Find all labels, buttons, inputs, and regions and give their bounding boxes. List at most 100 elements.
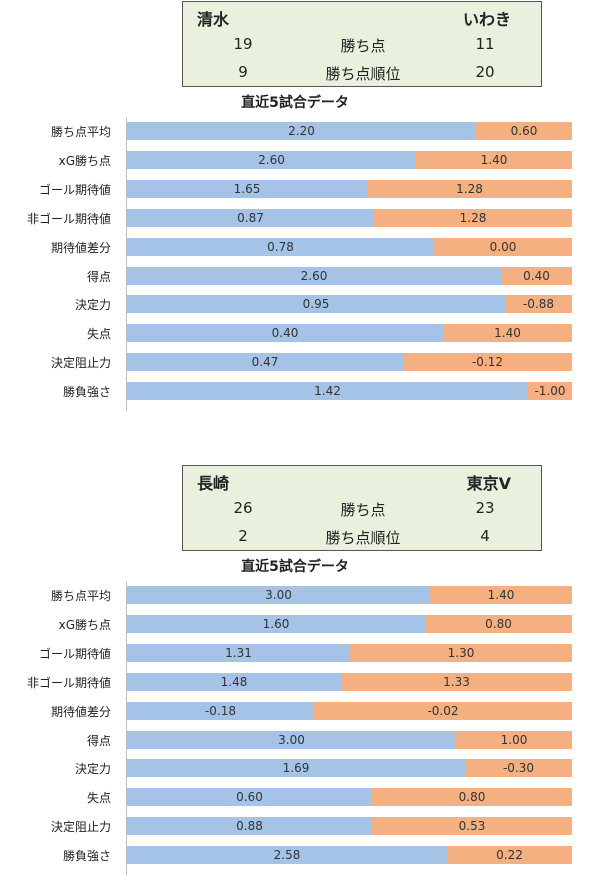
home-bar <box>127 701 314 720</box>
away-team-name: 東京V <box>466 474 511 493</box>
away-bar <box>372 788 572 807</box>
away-summary-value: 20 <box>475 63 495 81</box>
category-label: 得点 <box>86 269 111 284</box>
away-value-label: 1.30 <box>447 645 475 660</box>
away-value-label: 0.00 <box>489 239 517 254</box>
category-axis <box>126 118 127 411</box>
category-label: ゴール期待値 <box>38 646 111 661</box>
home-summary-value: 2 <box>238 527 248 545</box>
away-bar <box>447 846 572 865</box>
away-value-label: 1.00 <box>500 732 528 747</box>
away-value-label: -0.02 <box>427 703 459 718</box>
home-bar <box>127 237 434 256</box>
home-team-name: 長崎 <box>197 474 230 493</box>
category-label: xG勝ち点 <box>58 153 111 168</box>
chart-title: 直近5試合データ <box>241 559 349 575</box>
away-value-label: 0.22 <box>496 848 523 863</box>
home-value-label: 2.20 <box>288 124 315 138</box>
home-summary-value: 26 <box>233 499 253 517</box>
category-label: 決定阻止力 <box>50 356 111 371</box>
home-bar <box>127 672 341 691</box>
category-label: 勝ち点平均 <box>50 589 111 603</box>
home-value-label: 2.60 <box>258 152 285 167</box>
away-bar <box>501 266 572 285</box>
home-bar <box>127 643 350 662</box>
category-label: 期待値差分 <box>50 240 111 255</box>
category-label: 決定力 <box>74 762 111 777</box>
home-value-label: 0.78 <box>267 239 294 254</box>
home-bar <box>127 295 505 314</box>
away-bar <box>367 179 572 198</box>
home-bar <box>127 788 372 807</box>
home-value-label: 0.87 <box>237 210 264 225</box>
home-bar <box>127 759 465 778</box>
away-bar <box>465 759 572 778</box>
summary-label: 勝ち点順位 <box>325 529 401 547</box>
scoreboard: 清水 いわき 19 勝ち点 11 9 勝ち点順位 20 <box>182 1 542 87</box>
home-value-label: 1.31 <box>225 645 252 660</box>
away-value-label: 0.60 <box>510 124 538 138</box>
scoreboard: 長崎 東京V 26 勝ち点 23 2 勝ち点順位 4 <box>182 465 542 551</box>
category-label: xG勝ち点 <box>58 617 111 632</box>
away-value-label: 1.40 <box>487 588 515 602</box>
chart-title: 直近5試合データ <box>241 95 349 111</box>
away-bar <box>425 614 572 633</box>
away-value-label: -0.12 <box>471 355 504 370</box>
away-value-label: -0.88 <box>522 297 555 312</box>
summary-label: 勝ち点 <box>340 501 386 519</box>
away-summary-value: 4 <box>480 527 490 545</box>
home-value-label: 0.40 <box>271 326 299 341</box>
away-team-name: いわき <box>462 10 511 29</box>
category-label: ゴール期待値 <box>38 182 111 197</box>
home-bar <box>127 122 476 140</box>
home-summary-value: 19 <box>233 35 253 53</box>
home-value-label: 1.48 <box>220 674 248 689</box>
category-label: 失点 <box>86 327 111 342</box>
away-bar <box>341 672 572 691</box>
category-label: 決定阻止力 <box>50 820 111 835</box>
away-bar <box>403 353 572 372</box>
home-value-label: 0.60 <box>236 790 263 805</box>
home-bar <box>127 382 528 401</box>
category-label: 非ゴール期待値 <box>26 211 111 226</box>
away-bar <box>372 817 572 836</box>
home-bar <box>127 208 374 227</box>
home-bar <box>127 846 447 865</box>
away-value-label: -1.00 <box>534 384 566 399</box>
home-bar <box>127 150 416 169</box>
category-label: 勝負強さ <box>62 849 111 864</box>
home-value-label: 1.42 <box>314 384 341 399</box>
category-label: 決定力 <box>74 298 111 313</box>
home-bar <box>127 179 367 198</box>
category-label: 期待値差分 <box>50 704 111 719</box>
away-value-label: 0.53 <box>458 819 486 834</box>
home-value-label: 1.65 <box>233 181 261 196</box>
home-value-label: 0.95 <box>302 297 330 312</box>
away-bar <box>528 382 572 401</box>
away-bar <box>416 150 572 169</box>
home-team-name: 清水 <box>197 10 230 29</box>
home-bar <box>127 730 456 749</box>
away-bar <box>476 122 572 140</box>
home-value-label: -0.18 <box>204 703 237 718</box>
home-bar <box>127 614 425 633</box>
away-value-label: 0.80 <box>485 616 512 631</box>
category-label: 勝負強さ <box>62 385 111 400</box>
home-bar <box>127 266 501 285</box>
category-label: 勝ち点平均 <box>50 125 111 139</box>
away-bar <box>456 730 572 749</box>
away-value-label: -0.30 <box>502 761 535 776</box>
home-bar <box>127 324 443 343</box>
away-summary-value: 11 <box>475 35 495 53</box>
summary-label: 勝ち点順位 <box>325 65 401 83</box>
home-value-label: 2.58 <box>273 848 301 863</box>
home-bar <box>127 817 372 836</box>
category-label: 非ゴール期待値 <box>26 675 111 690</box>
away-bar <box>374 208 572 227</box>
away-value-label: 0.80 <box>458 790 486 805</box>
home-value-label: 3.00 <box>265 588 292 602</box>
away-value-label: 1.33 <box>443 674 470 689</box>
away-summary-value: 23 <box>475 499 495 517</box>
home-bar <box>127 353 403 372</box>
summary-label: 勝ち点 <box>340 37 386 55</box>
